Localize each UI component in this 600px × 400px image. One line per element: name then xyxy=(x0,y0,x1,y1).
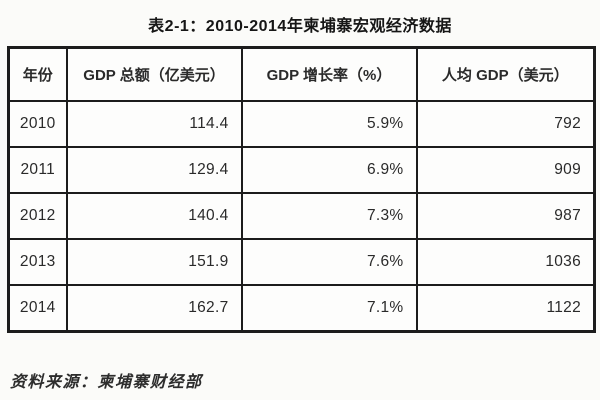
cell-gdp-growth: 6.9% xyxy=(240,146,418,194)
table-header-row: 年份 GDP 总额（亿美元） GDP 增长率（%） 人均 GDP（美元） xyxy=(7,46,596,102)
cell-gdp-per-capita: 909 xyxy=(415,146,596,194)
cell-gdp-per-capita: 1036 xyxy=(415,238,596,286)
table-row: 2012 140.4 7.3% 987 xyxy=(7,192,596,240)
cell-gdp-per-capita: 792 xyxy=(415,100,596,148)
cell-gdp-per-capita: 987 xyxy=(415,192,596,240)
cell-gdp-total: 114.4 xyxy=(65,100,243,148)
table-row: 2014 162.7 7.1% 1122 xyxy=(7,284,596,333)
macro-economy-table: 年份 GDP 总额（亿美元） GDP 增长率（%） 人均 GDP（美元） 201… xyxy=(7,46,596,333)
cell-gdp-total: 162.7 xyxy=(65,284,243,333)
header-year: 年份 xyxy=(7,46,68,102)
cell-gdp-growth: 7.3% xyxy=(240,192,418,240)
cell-gdp-per-capita: 1122 xyxy=(415,284,596,333)
header-gdp-total: GDP 总额（亿美元） xyxy=(65,46,243,102)
cell-year: 2011 xyxy=(7,146,68,194)
table-row: 2011 129.4 6.9% 909 xyxy=(7,146,596,194)
cell-gdp-growth: 7.6% xyxy=(240,238,418,286)
table-row: 2013 151.9 7.6% 1036 xyxy=(7,238,596,286)
cell-gdp-total: 151.9 xyxy=(65,238,243,286)
cell-gdp-total: 140.4 xyxy=(65,192,243,240)
header-gdp-per-capita: 人均 GDP（美元） xyxy=(415,46,596,102)
header-gdp-growth: GDP 增长率（%） xyxy=(240,46,418,102)
table-row: 2010 114.4 5.9% 792 xyxy=(7,100,596,148)
source-note: 资料来源：柬埔寨财经部 xyxy=(10,372,203,391)
cell-year: 2014 xyxy=(7,284,68,333)
cell-year: 2013 xyxy=(7,238,68,286)
cell-year: 2010 xyxy=(7,100,68,148)
cell-gdp-total: 129.4 xyxy=(65,146,243,194)
cell-gdp-growth: 5.9% xyxy=(240,100,418,148)
table-caption: 表2-1：2010-2014年柬埔寨宏观经济数据 xyxy=(148,18,452,35)
cell-year: 2012 xyxy=(7,192,68,240)
cell-gdp-growth: 7.1% xyxy=(240,284,418,333)
